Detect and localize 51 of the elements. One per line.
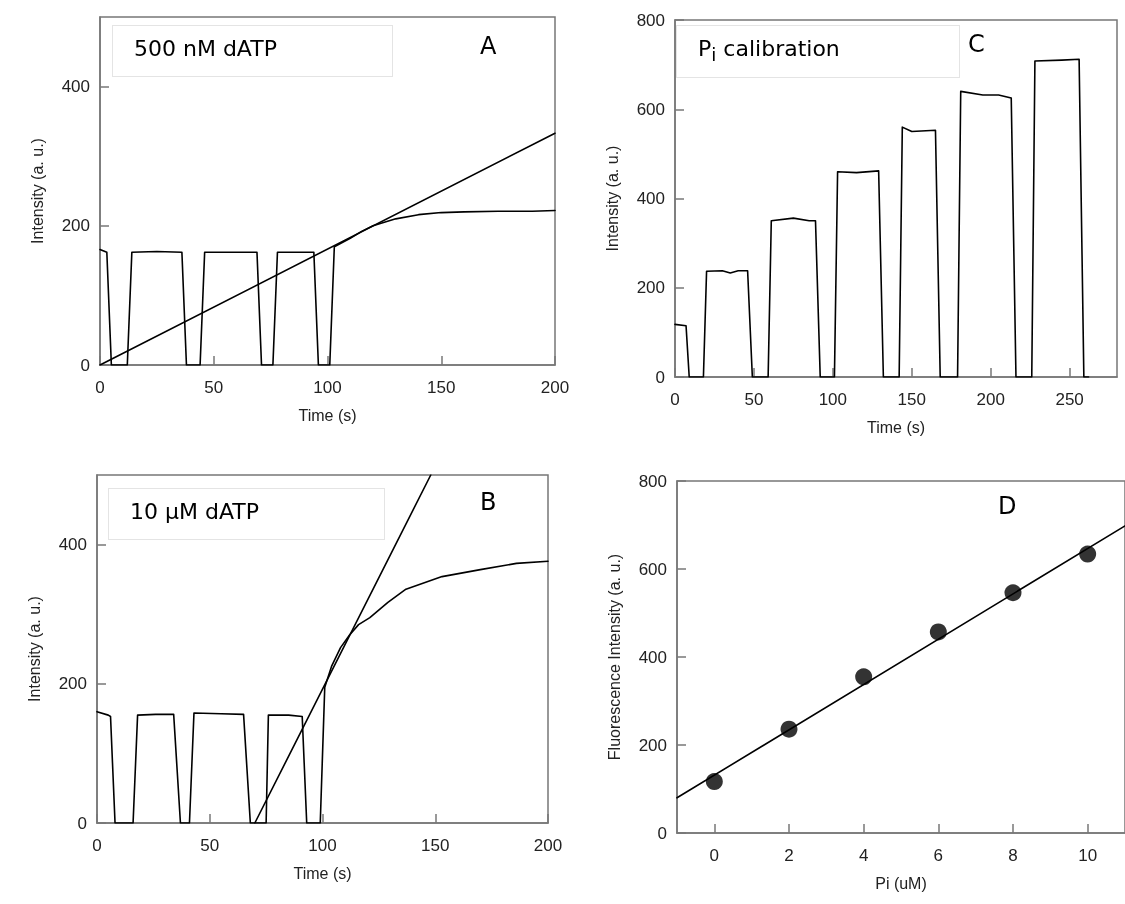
x-tick-label: 200 — [540, 378, 570, 397]
annotation: A — [480, 32, 497, 60]
annotation: 10 μM dATP — [130, 499, 259, 524]
y-axis-title: Intensity (a. u.) — [25, 596, 43, 702]
x-tick-label: 0 — [92, 836, 102, 855]
y-tick-label: 800 — [636, 10, 665, 30]
x-tick-label: 150 — [421, 836, 450, 855]
y-tick-label: 200 — [61, 216, 90, 236]
x-tick-label: 100 — [313, 378, 342, 397]
x-axis-title: Pi (uM) — [875, 874, 927, 892]
y-tick-label: 400 — [61, 77, 90, 97]
x-tick-label: 50 — [200, 836, 220, 855]
y-tick-label: 600 — [638, 559, 667, 579]
y-tick-label: 400 — [636, 189, 665, 208]
x-axis-title: Time (s) — [866, 418, 926, 436]
y-tick-label: 200 — [58, 674, 87, 694]
y-axis-title: Intensity (a. u.) — [28, 138, 46, 244]
x-tick-label: 10 — [1078, 846, 1098, 865]
x-tick-label: 50 — [204, 378, 224, 397]
x-tick-label: 8 — [1008, 846, 1018, 865]
y-tick-label: 600 — [636, 99, 665, 119]
x-axis-title: Time (s) — [293, 864, 352, 882]
x-tick-label: 0 — [95, 378, 105, 397]
y-tick-label: 800 — [638, 471, 667, 491]
x-tick-label: 200 — [533, 836, 563, 855]
y-axis-title: Intensity (a. u.) — [603, 145, 621, 252]
x-tick-label: 200 — [976, 390, 1005, 409]
x-tick-label: 0 — [709, 846, 720, 865]
x-tick-label: 0 — [670, 390, 680, 409]
x-tick-label: 100 — [818, 390, 848, 409]
y-tick-label: 200 — [636, 278, 665, 298]
x-tick-label: 4 — [858, 846, 869, 865]
y-tick-label: 400 — [638, 647, 667, 667]
y-tick-label: 400 — [58, 535, 87, 555]
y-tick-label: 0 — [80, 355, 90, 375]
x-tick-label: 150 — [897, 390, 926, 409]
annotation: P$_{i}$ calibration — [698, 36, 840, 66]
x-tick-label: 50 — [744, 390, 764, 409]
x-tick-label: 6 — [933, 846, 944, 865]
x-tick-label: 100 — [308, 836, 337, 855]
x-axis-title: Time (s) — [298, 406, 357, 424]
x-tick-label: 150 — [427, 378, 456, 397]
annotation: 500 nM dATP — [134, 36, 277, 61]
y-axis-title: Fluorescence Intensity (a. u.) — [605, 553, 623, 761]
annotation: B — [480, 488, 497, 516]
annotation: C — [968, 30, 985, 58]
y-tick-label: 0 — [77, 813, 87, 833]
x-tick-label: 250 — [1055, 390, 1084, 409]
y-tick-label: 200 — [638, 735, 667, 755]
annotation: D — [998, 492, 1017, 520]
x-tick-label: 2 — [784, 846, 794, 865]
